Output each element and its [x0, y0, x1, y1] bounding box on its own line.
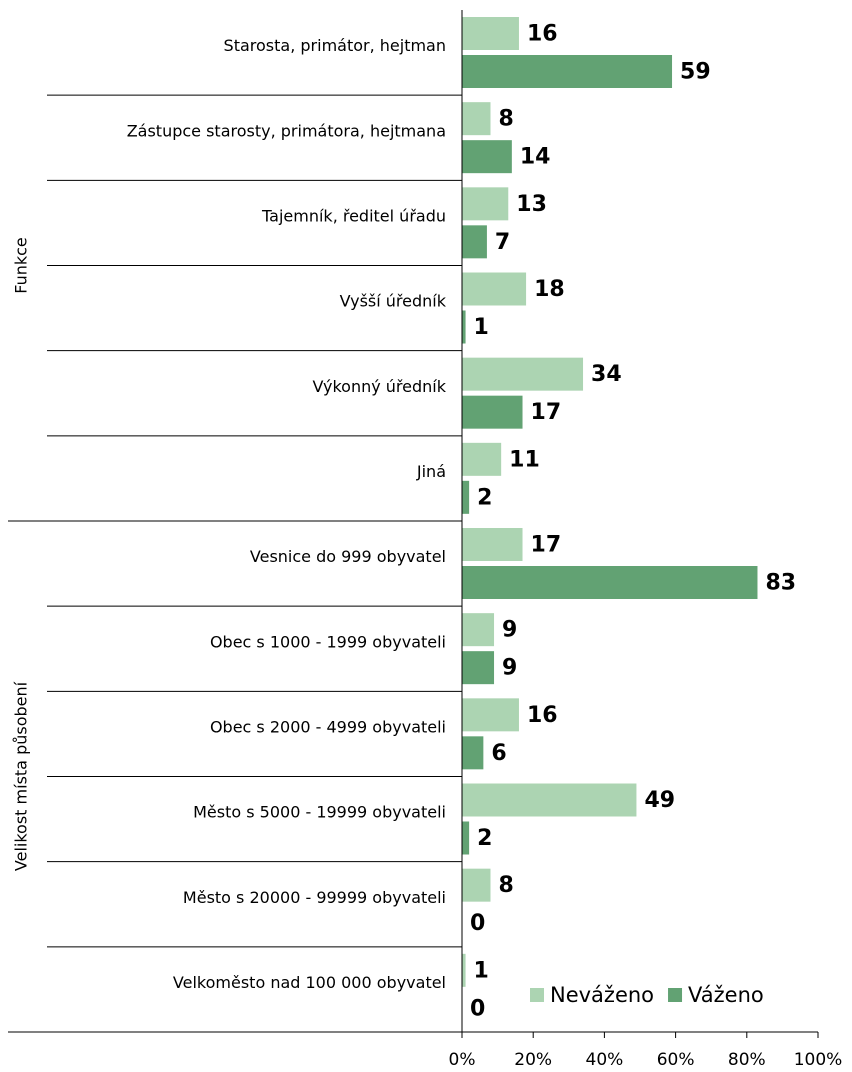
- bar: [462, 357, 584, 391]
- value-label: 17: [531, 400, 562, 425]
- value-label: 7: [495, 230, 510, 255]
- x-tick-label: 100%: [794, 1050, 843, 1070]
- legend-label: Váženo: [688, 983, 764, 1007]
- x-tick-label: 20%: [514, 1050, 552, 1070]
- value-label: 16: [527, 703, 558, 728]
- category-label: Velkoměsto nad 100 000 obyvatel: [173, 973, 446, 992]
- category-label: Město s 5000 - 19999 obyvateli: [193, 803, 446, 822]
- bar: [462, 613, 495, 647]
- category-label: Obec s 2000 - 4999 obyvateli: [210, 717, 446, 736]
- category-label: Obec s 1000 - 1999 obyvateli: [210, 632, 446, 651]
- x-tick-label: 80%: [728, 1050, 766, 1070]
- bar: [462, 698, 519, 732]
- bar: [462, 395, 523, 429]
- value-label: 13: [516, 192, 547, 217]
- bar: [462, 17, 519, 50]
- value-label: 2: [477, 485, 492, 510]
- value-label: 16: [527, 22, 558, 47]
- value-label: 83: [765, 571, 796, 596]
- bar: [462, 442, 502, 476]
- category-label: Město s 20000 - 99999 obyvateli: [183, 888, 446, 907]
- category-label: Starosta, primátor, hejtman: [224, 36, 446, 55]
- legend-label: Neváženo: [550, 983, 654, 1007]
- x-tick-label: 0%: [449, 1050, 476, 1070]
- category-label: Tajemník, ředitel úřadu: [261, 206, 446, 225]
- bar: [462, 187, 509, 221]
- bar: [462, 55, 673, 88]
- value-label: 8: [498, 107, 513, 132]
- value-label: 18: [534, 277, 565, 302]
- value-label: 17: [531, 533, 562, 558]
- value-label: 2: [477, 826, 492, 851]
- value-label: 0: [470, 911, 485, 936]
- x-tick-label: 60%: [657, 1050, 695, 1070]
- bar: [462, 566, 758, 599]
- bar: [462, 528, 523, 561]
- x-tick-label: 40%: [586, 1050, 624, 1070]
- category-label: Vesnice do 999 obyvatel: [250, 547, 446, 566]
- group-label: Velikost místa působení: [12, 681, 31, 871]
- bar: [462, 736, 484, 770]
- bar: [462, 310, 466, 344]
- value-label: 8: [498, 873, 513, 898]
- bar: [462, 140, 512, 174]
- category-label: Jiná: [416, 462, 446, 481]
- bar: [462, 868, 491, 902]
- value-label: 59: [680, 60, 711, 85]
- value-label: 1: [474, 315, 489, 340]
- category-label: Zástupce starosty, primátora, hejtmana: [127, 121, 446, 140]
- bar: [462, 953, 466, 987]
- group-label: Funkce: [12, 237, 31, 294]
- value-label: 9: [502, 656, 517, 681]
- legend-swatch: [668, 988, 683, 1002]
- value-label: 0: [470, 996, 485, 1021]
- bar: [462, 480, 470, 514]
- value-label: 1: [474, 958, 489, 983]
- value-label: 34: [591, 362, 622, 387]
- bar: [462, 272, 527, 306]
- value-label: 14: [520, 145, 551, 170]
- legend-swatch: [530, 988, 544, 1002]
- bar: [462, 651, 495, 685]
- value-label: 11: [509, 447, 540, 472]
- category-label: Výkonný úředník: [312, 377, 446, 396]
- value-label: 6: [491, 741, 506, 766]
- bar: [462, 102, 491, 136]
- bar: [462, 821, 470, 855]
- value-label: 49: [644, 788, 675, 813]
- bar: [462, 225, 487, 259]
- category-label: Vyšší úředník: [340, 292, 447, 311]
- value-label: 9: [502, 618, 517, 643]
- bar: [462, 783, 637, 817]
